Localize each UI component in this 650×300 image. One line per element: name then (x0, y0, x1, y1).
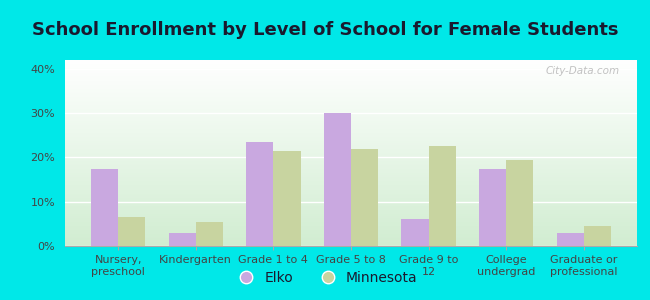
Bar (402, 219, 428, 246)
Bar (274, 151, 300, 246)
Bar (91, 169, 118, 246)
Bar (246, 142, 274, 246)
Bar (479, 169, 506, 246)
Bar (584, 226, 611, 246)
Bar (351, 148, 378, 246)
Bar (428, 146, 456, 246)
Bar (168, 233, 196, 246)
Text: School Enrollment by Level of School for Female Students: School Enrollment by Level of School for… (32, 21, 618, 39)
Text: City-Data.com: City-Data.com (546, 66, 620, 76)
Bar (506, 160, 534, 246)
Bar (118, 217, 146, 246)
Bar (324, 113, 351, 246)
Bar (196, 222, 223, 246)
Legend: Elko, Minnesota: Elko, Minnesota (227, 265, 423, 290)
Bar (556, 233, 584, 246)
